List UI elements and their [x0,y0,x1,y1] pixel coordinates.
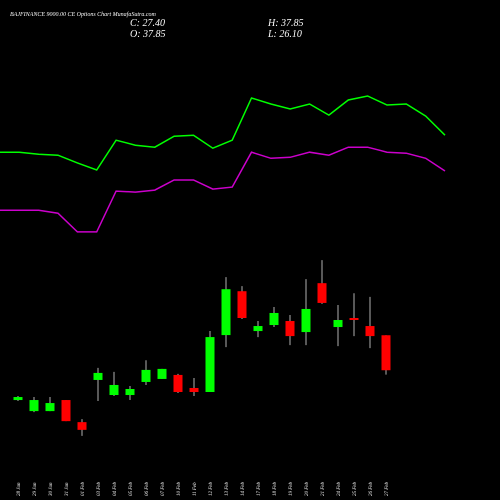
candle-body [333,320,343,328]
high-label: H: 37.85 [267,18,304,29]
low-label: L: 26.10 [267,29,302,40]
candle-body [189,387,199,393]
candle-body [349,318,359,321]
candle-body [141,369,151,382]
x-tick-label: 19 Feb [289,481,294,496]
candle-body [205,337,215,393]
x-tick-label: 17 Feb [257,481,262,496]
x-tick-label: 21 Feb [321,481,326,496]
x-tick-label: 07 Feb [161,481,166,496]
x-tick-label: 10 Feb [177,481,182,496]
candle-body [61,400,71,422]
candle-body [221,289,231,336]
candle-body [125,388,135,396]
candle-body [173,374,183,393]
x-tick-label: 31 Jan [65,482,70,496]
candle-body [365,326,375,337]
x-tick-label: 25 Feb [353,481,358,496]
x-tick-label: 20 Feb [305,481,310,496]
x-tick-label: 27 Feb [385,481,390,496]
candle-body [285,321,295,337]
x-tick-label: 05 Feb [129,481,134,496]
x-tick-label: 30 Jan [49,482,54,496]
open-label: O: 37.85 [130,29,166,40]
x-tick-label: 24 Feb [337,481,342,496]
x-tick-label: 03 Feb [97,481,102,496]
candle-body [269,312,279,326]
x-tick-label: 04 Feb [113,481,118,496]
x-tick-label: 14 Feb [241,481,246,496]
candle-body [45,403,55,412]
x-tick-label: 11 Feb [193,482,198,496]
indicator-line [0,95,446,171]
candle-body [13,397,23,401]
chart-title: BAJFINANCE 9000.00 CE Options Chart Muna… [10,11,156,18]
x-tick-label: 26 Feb [369,481,374,496]
x-tick-label: 18 Feb [273,481,278,496]
candle-body [381,335,391,371]
x-tick-label: 13 Feb [225,481,230,496]
indicator-line [0,146,446,233]
candle-body [301,308,311,333]
candle-body [253,326,263,332]
x-tick-label: 28 Jan [17,482,22,496]
candle-body [29,400,39,412]
x-tick-label: 01 Feb [81,481,86,496]
x-tick-label: 12 Feb [209,481,214,496]
x-tick-label: 06 Feb [145,481,150,496]
candle-body [93,372,103,380]
candle-body [237,291,247,318]
candle-body [157,368,167,379]
candle-body [109,384,119,396]
x-tick-label: 29 Jan [33,482,38,496]
close-label: C: 27.40 [130,18,165,29]
candle-body [317,283,327,303]
candle-body [77,422,87,430]
